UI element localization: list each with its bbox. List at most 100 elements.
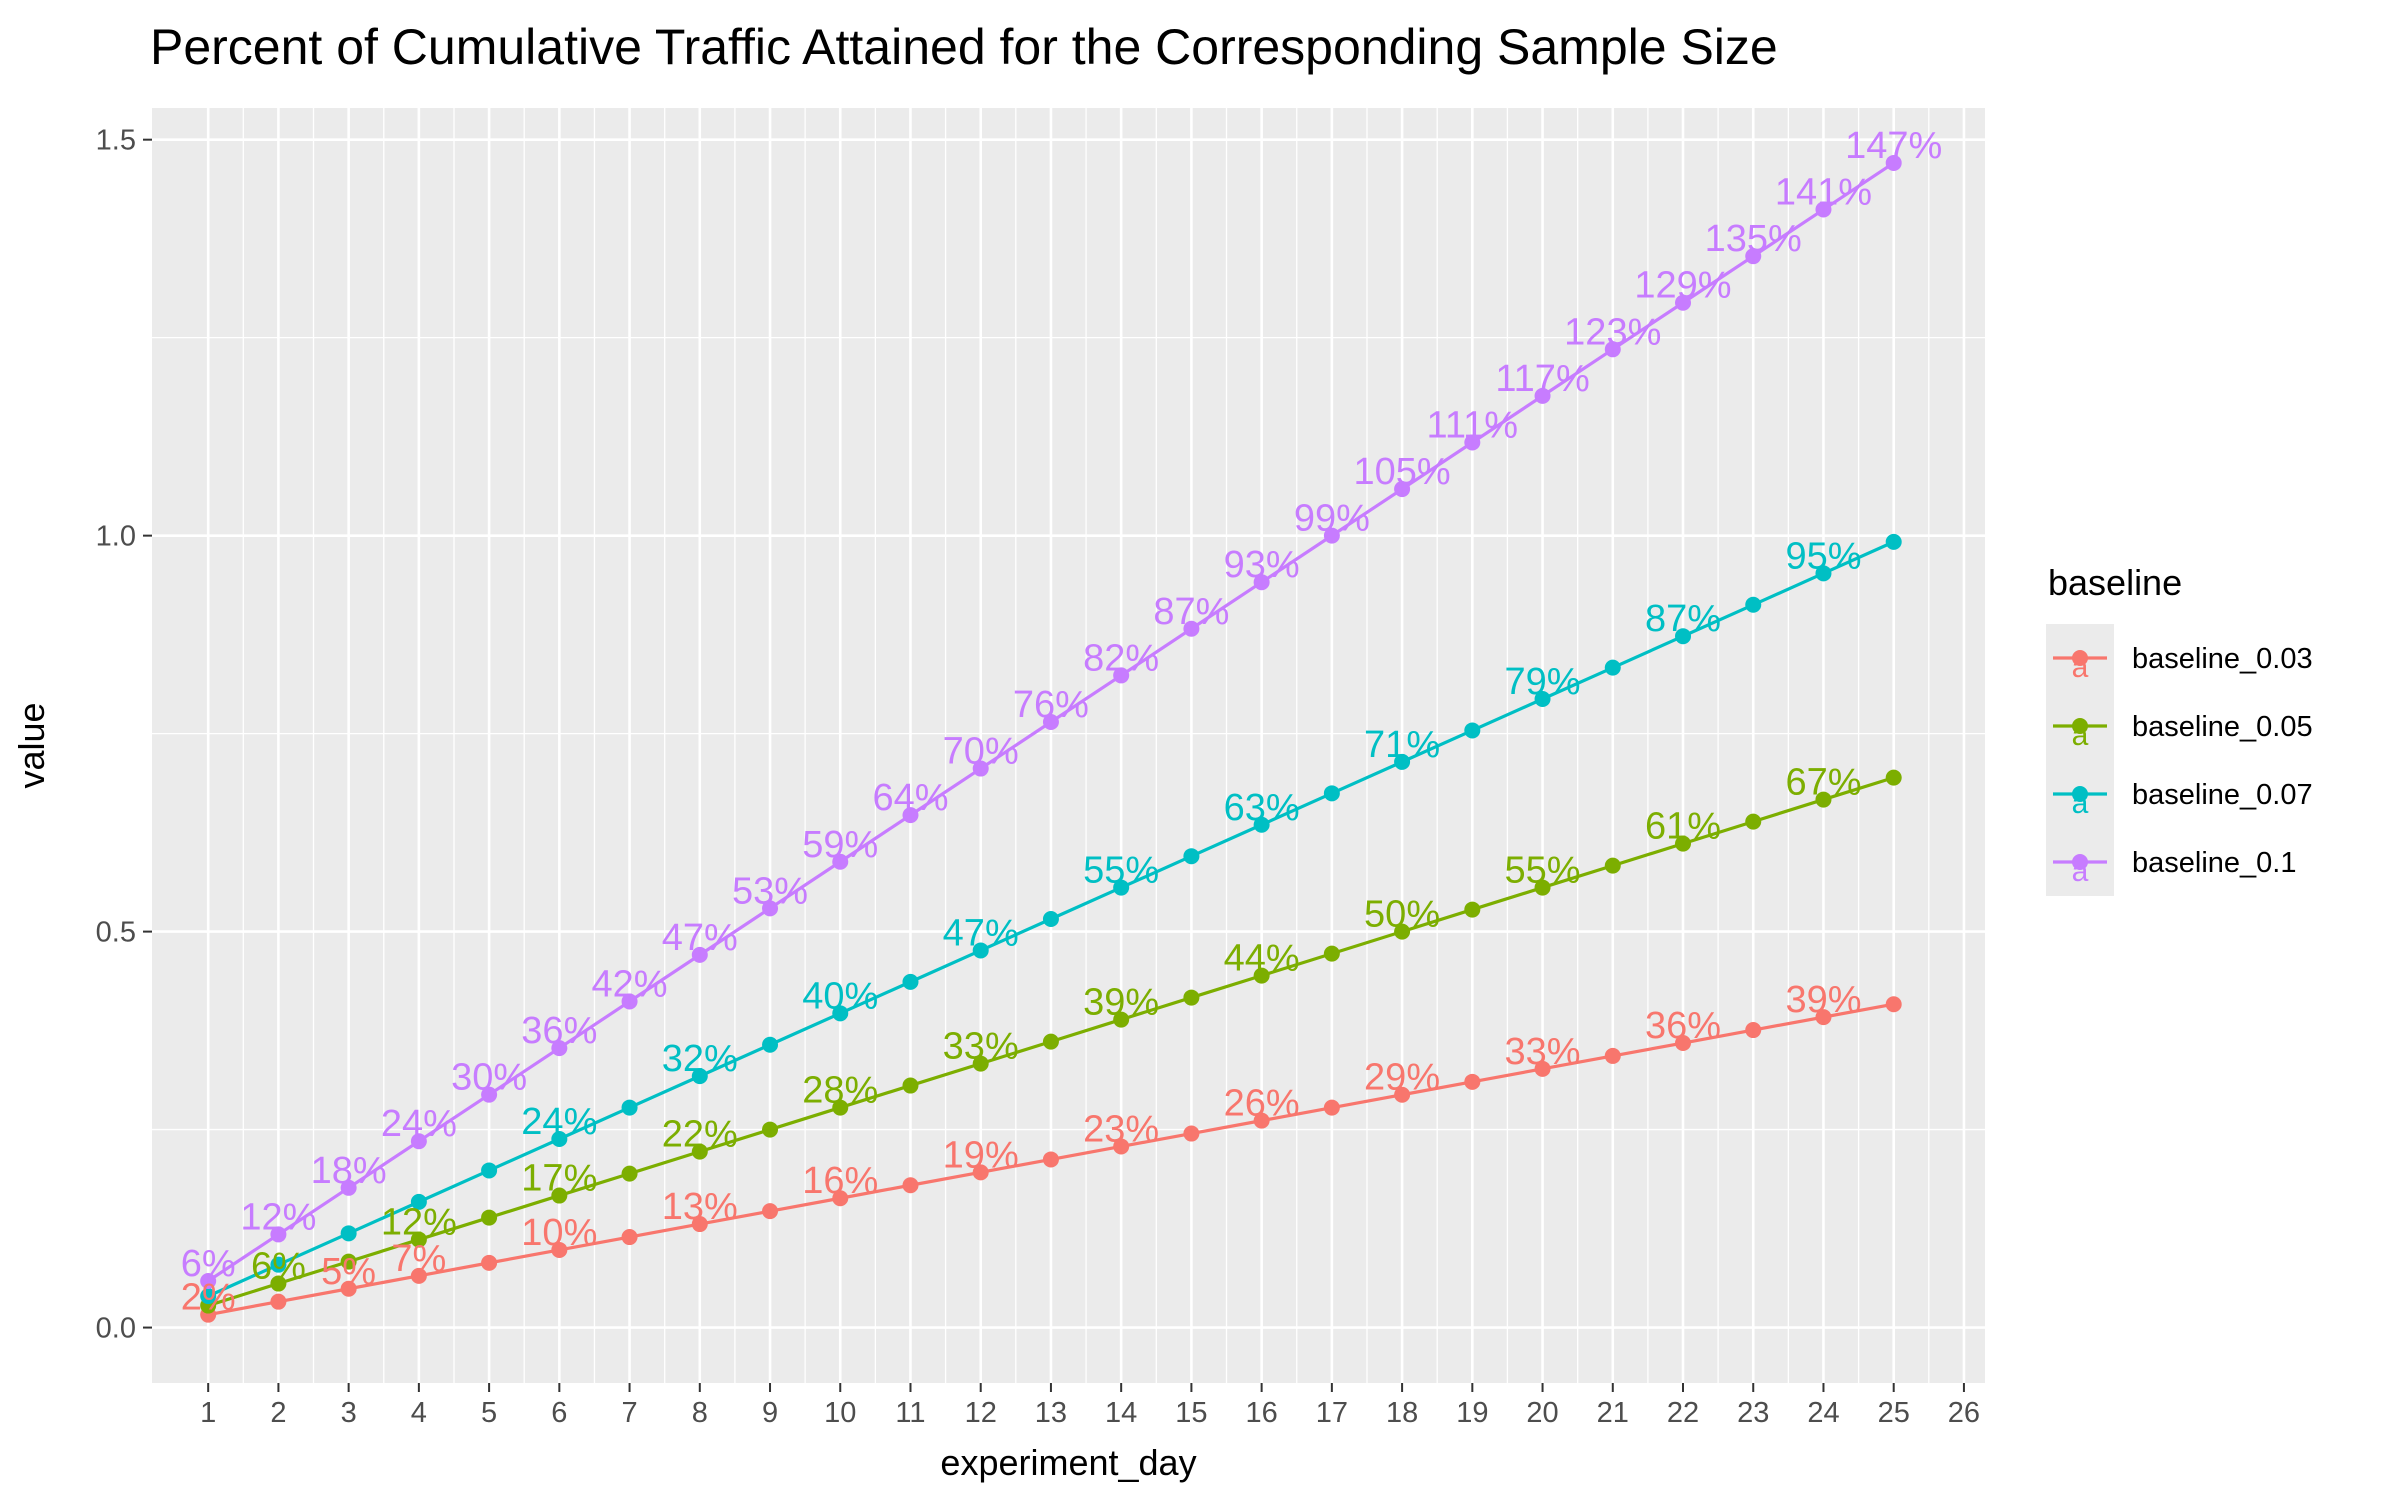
data-point	[902, 807, 919, 824]
data-point	[762, 1036, 779, 1053]
data-label: 30%	[451, 1057, 527, 1099]
data-point	[1815, 1009, 1832, 1026]
data-point	[1113, 1011, 1130, 1028]
data-point	[621, 993, 638, 1010]
data-point	[1113, 879, 1130, 896]
data-label: 36%	[1645, 1005, 1721, 1047]
data-label: 63%	[1224, 787, 1300, 829]
legend-key-glyph: a	[2072, 787, 2089, 820]
legend-item: a baseline_0.03	[2046, 624, 2313, 692]
x-tick-label: 26	[1948, 1397, 1980, 1429]
data-point	[410, 1267, 427, 1284]
x-tick-label: 25	[1878, 1397, 1910, 1429]
x-tick-label: 5	[481, 1397, 497, 1429]
data-point	[1464, 1073, 1481, 1090]
data-label: 87%	[1645, 598, 1721, 640]
y-tick-label: 0.5	[96, 917, 136, 949]
data-label: 26%	[1224, 1083, 1300, 1125]
data-point	[1394, 923, 1411, 940]
legend-label: baseline_0.05	[2132, 711, 2313, 743]
data-point	[1885, 769, 1902, 786]
data-point	[270, 1275, 287, 1292]
chart-title: Percent of Cumulative Traffic Attained f…	[150, 19, 1778, 75]
x-tick-label: 4	[411, 1397, 427, 1429]
data-point	[270, 1256, 287, 1273]
data-point	[1885, 533, 1902, 550]
x-tick-label: 1	[200, 1397, 216, 1429]
data-point	[200, 1288, 217, 1305]
data-point	[1042, 713, 1059, 730]
data-point	[410, 1231, 427, 1248]
data-point	[1534, 387, 1551, 404]
data-label: 55%	[1083, 850, 1159, 892]
data-label: 39%	[1083, 982, 1159, 1024]
data-point	[1042, 911, 1059, 928]
data-label: 17%	[521, 1158, 597, 1200]
data-label: 28%	[802, 1070, 878, 1112]
y-tick-label: 1.5	[96, 125, 136, 157]
data-point	[1885, 154, 1902, 171]
x-tick-label: 9	[762, 1397, 778, 1429]
legend-title: baseline	[2048, 562, 2182, 603]
data-point	[270, 1293, 287, 1310]
series-baseline_0.05	[200, 769, 1902, 1314]
data-point	[762, 1121, 779, 1138]
data-point	[621, 1165, 638, 1182]
data-point	[1183, 989, 1200, 1006]
data-point	[1253, 574, 1270, 591]
data-point	[832, 853, 849, 870]
data-point	[1464, 722, 1481, 739]
data-point	[1604, 341, 1621, 358]
series-baseline_0.07	[200, 533, 1902, 1305]
data-point	[551, 1040, 568, 1057]
data-label: 47%	[943, 912, 1019, 954]
x-tick-label: 24	[1807, 1397, 1839, 1429]
data-label: 36%	[521, 1010, 597, 1052]
data-point	[340, 1179, 357, 1196]
data-point	[1323, 1099, 1340, 1116]
data-point	[1464, 434, 1481, 451]
data-label: 123%	[1564, 311, 1661, 353]
data-point	[1675, 835, 1692, 852]
data-point	[762, 900, 779, 917]
data-label: 24%	[521, 1101, 597, 1143]
data-label: 105%	[1353, 451, 1450, 493]
data-label: 19%	[943, 1134, 1019, 1176]
data-label: 87%	[1153, 591, 1229, 633]
data-point	[691, 1143, 708, 1160]
data-point	[902, 1177, 919, 1194]
legend-key-glyph: a	[2072, 719, 2089, 752]
data-point	[1323, 785, 1340, 802]
data-point	[902, 1077, 919, 1094]
data-point	[340, 1280, 357, 1297]
data-label: 76%	[1013, 684, 1089, 726]
x-tick-label: 14	[1105, 1397, 1137, 1429]
data-point	[551, 1241, 568, 1258]
legend-label: baseline_0.03	[2132, 643, 2313, 675]
data-point	[551, 1131, 568, 1148]
data-label: 24%	[381, 1103, 457, 1145]
data-label: 99%	[1294, 498, 1370, 540]
data-point	[1675, 1035, 1692, 1052]
data-label: 141%	[1775, 172, 1872, 214]
data-point	[1745, 248, 1762, 265]
data-point	[1745, 813, 1762, 830]
series-baseline_0.03	[200, 996, 1902, 1323]
data-point	[481, 1209, 498, 1226]
data-point	[972, 760, 989, 777]
legend-key-point	[2072, 650, 2088, 666]
data-label: 29%	[1364, 1057, 1440, 1099]
data-point	[1675, 628, 1692, 645]
data-point	[1253, 967, 1270, 984]
series-baseline_0.1	[200, 154, 1902, 1289]
data-point	[1113, 667, 1130, 684]
data-point	[1394, 1086, 1411, 1103]
legend-item: a baseline_0.1	[2046, 828, 2296, 896]
data-point	[691, 1068, 708, 1085]
data-label: 6%	[251, 1246, 306, 1288]
data-label: 12%	[240, 1196, 316, 1238]
data-label: 47%	[662, 917, 738, 959]
data-point	[1815, 791, 1832, 808]
data-point	[1042, 1151, 1059, 1168]
data-label: 16%	[802, 1160, 878, 1202]
